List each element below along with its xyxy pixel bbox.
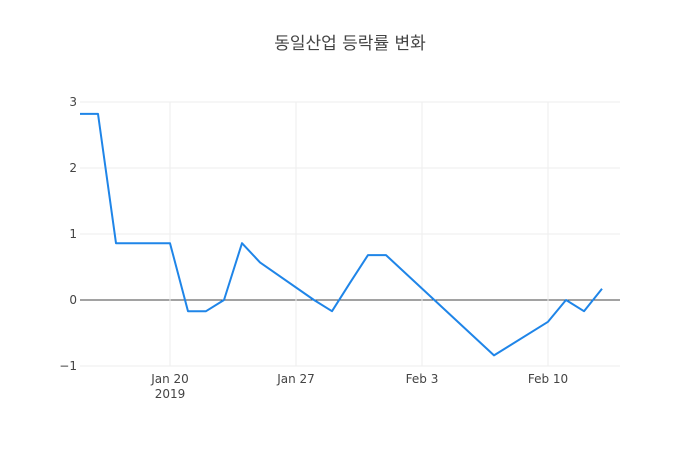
y-tick-label: 2 <box>69 161 77 175</box>
grid-layer <box>80 101 620 367</box>
x-tick-label: Feb 3 <box>406 372 439 386</box>
y-tick-label: 1 <box>69 227 77 241</box>
x-tick-sublabel: 2019 <box>155 387 186 401</box>
series-line <box>80 112 603 357</box>
y-tick-label: 3 <box>69 95 77 109</box>
x-tick-label: Jan 27 <box>276 372 315 386</box>
x-tick-label: Jan 20 <box>150 372 189 386</box>
y-tick-label: −1 <box>59 359 77 373</box>
x-tick-label: Feb 10 <box>528 372 568 386</box>
chart-title: 동일산업 등락률 변화 <box>274 34 426 54</box>
series-layer <box>80 112 603 357</box>
y-tick-label: 0 <box>69 293 77 307</box>
